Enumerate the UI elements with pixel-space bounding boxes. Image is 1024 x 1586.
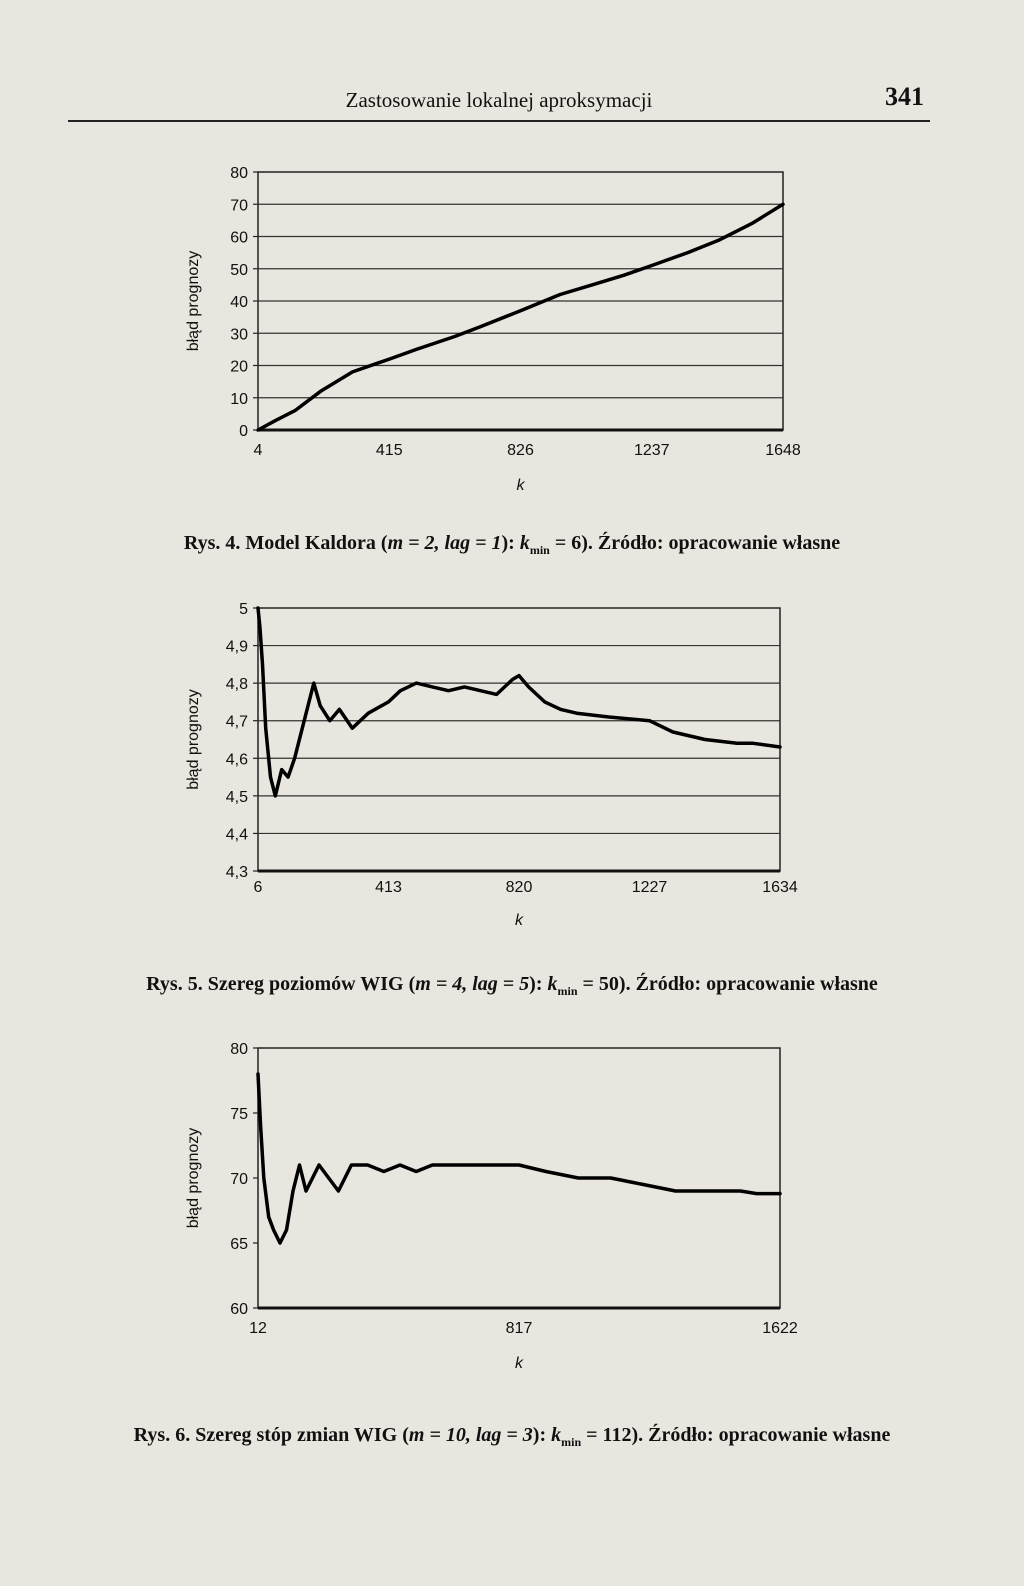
- x-tick-label: 1237: [634, 442, 670, 459]
- figure-2-caption: Rys. 5. Szereg poziomów WIG (m = 4, lag …: [146, 973, 878, 998]
- chart-kaldora: 0 10 20 30 40 50 60 70 80 4 415 826 1237 1648 k błąd pr…: [185, 165, 801, 494]
- y-tick-label: 4,5: [226, 789, 248, 806]
- y-tick-label: 0: [239, 423, 248, 440]
- y-tick-label: 4,8: [226, 676, 248, 693]
- series-line: [256, 1072, 782, 1245]
- y-tick-label: 80: [230, 165, 248, 182]
- y-tick-label: 50: [230, 262, 248, 279]
- figure-3-caption: Rys. 6. Szereg stóp zmian WIG (m = 10, l…: [133, 1424, 891, 1449]
- y-tick-label: 4,4: [226, 826, 248, 843]
- y-tick-label: 40: [230, 294, 248, 311]
- x-tick-label: 820: [506, 879, 533, 896]
- y-axis-label: błąd prognozy: [185, 689, 202, 790]
- x-axis-label: k: [515, 1355, 524, 1372]
- y-tick-label: 4,7: [226, 714, 248, 731]
- y-tick-label: 10: [230, 391, 248, 408]
- y-tick-label: 4,6: [226, 751, 248, 768]
- y-tick-label: 70: [230, 1171, 248, 1188]
- y-tick-label: 75: [230, 1106, 248, 1123]
- chart-wig-returns: 60 65 70 75 80 12 817 1622 k błąd prognozy: [185, 1041, 798, 1372]
- x-axis-label: k: [517, 477, 526, 494]
- y-tick-label: 4,3: [226, 864, 248, 881]
- x-tick-label: 1634: [762, 879, 798, 896]
- x-tick-label: 415: [376, 442, 403, 459]
- plot-frame: [257, 1047, 781, 1309]
- y-tick-label: 5: [239, 601, 248, 618]
- x-tick-label: 413: [375, 879, 402, 896]
- y-tick-label: 30: [230, 326, 248, 343]
- series-line: [256, 202, 785, 432]
- figure-3: 60 65 70 75 80 12 817 1622 k błąd prognozy: [0, 1030, 1024, 1400]
- x-tick-label: 12: [249, 1320, 267, 1337]
- chart-wig-levels: 4,3 4,4 4,5 4,6 4,7 4,8 4,9 5 6 413 820 1227 1634 k bł…: [185, 601, 798, 929]
- y-tick-label: 65: [230, 1236, 248, 1253]
- y-tick-label: 20: [230, 359, 248, 376]
- x-tick-label: 826: [507, 442, 534, 459]
- x-tick-label: 4: [254, 442, 263, 459]
- x-tick-label: 6: [254, 879, 263, 896]
- page-number: 341: [885, 82, 924, 111]
- x-tick-label: 1227: [632, 879, 668, 896]
- y-tick-label: 4,9: [226, 639, 248, 656]
- figure-1: 0 10 20 30 40 50 60 70 80 4 415 826 1237 1648 k błąd pr…: [0, 150, 1024, 520]
- figure-1-caption: Rys. 4. Model Kaldora (m = 2, lag = 1): …: [183, 532, 841, 557]
- running-title: Zastosowanie lokalnej aproksymacji: [345, 88, 653, 112]
- y-axis-label: błąd prognozy: [185, 1128, 202, 1229]
- y-tick-label: 60: [230, 1301, 248, 1318]
- y-tick-label: 80: [230, 1041, 248, 1058]
- x-tick-label: 1648: [765, 442, 801, 459]
- y-tick-label: 60: [230, 230, 248, 247]
- x-tick-label: 1622: [762, 1320, 798, 1337]
- x-axis-label: k: [515, 912, 524, 929]
- y-tick-label: 70: [230, 197, 248, 214]
- figure-2: 4,3 4,4 4,5 4,6 4,7 4,8 4,9 5 6 413 820 1227 1634 k bł…: [0, 590, 1024, 960]
- page-header: Zastosowanie lokalnej aproksymacji 341: [68, 80, 930, 122]
- series-line: [256, 606, 782, 798]
- x-tick-label: 817: [506, 1320, 533, 1337]
- y-axis-label: błąd prognozy: [185, 251, 202, 352]
